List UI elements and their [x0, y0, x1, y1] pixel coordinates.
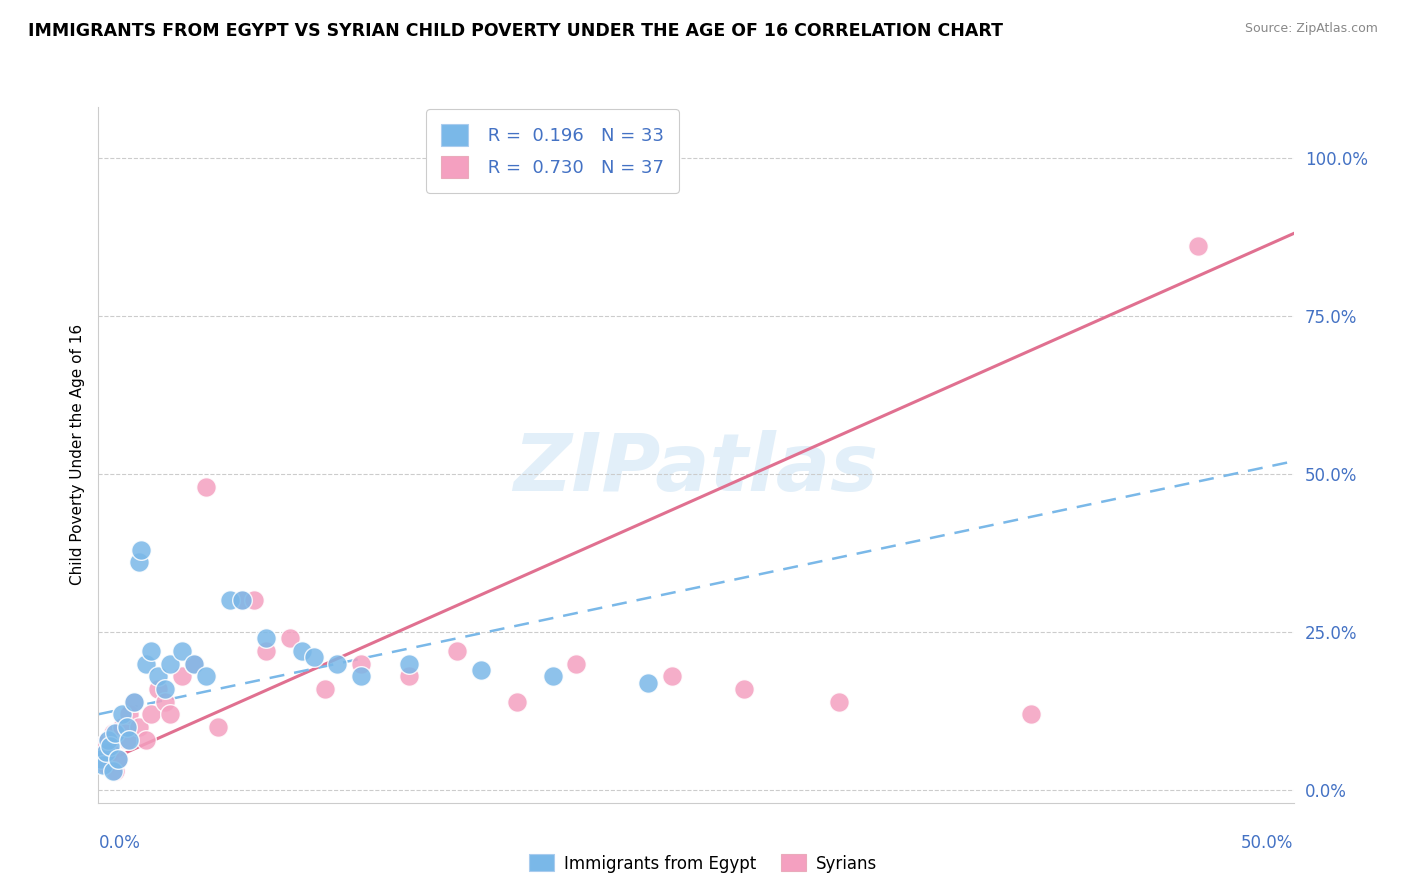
- Point: [128, 720, 150, 734]
- Text: 0.0%: 0.0%: [98, 834, 141, 852]
- Point: [207, 720, 229, 734]
- Point: [254, 632, 277, 646]
- Point: [107, 751, 129, 765]
- Point: [243, 593, 266, 607]
- Point: [398, 657, 420, 671]
- Point: [541, 669, 564, 683]
- Point: [398, 669, 420, 683]
- Point: [111, 720, 134, 734]
- Point: [101, 764, 124, 779]
- Point: [446, 644, 468, 658]
- Point: [350, 669, 373, 683]
- Point: [172, 644, 194, 658]
- Point: [101, 726, 124, 740]
- Point: [155, 681, 177, 696]
- Point: [91, 757, 114, 772]
- Point: [350, 657, 373, 671]
- Point: [97, 732, 120, 747]
- Point: [115, 720, 138, 734]
- Point: [90, 751, 112, 765]
- Point: [131, 542, 153, 557]
- Point: [326, 657, 349, 671]
- Point: [302, 650, 325, 665]
- Point: [1019, 707, 1042, 722]
- Point: [94, 745, 117, 759]
- Text: ZIPatlas: ZIPatlas: [513, 430, 879, 508]
- Point: [172, 669, 194, 683]
- Point: [278, 632, 301, 646]
- Point: [98, 739, 122, 753]
- Point: [135, 657, 157, 671]
- Point: [828, 695, 851, 709]
- Point: [104, 726, 127, 740]
- Point: [219, 593, 242, 607]
- Point: [183, 657, 205, 671]
- Point: [118, 707, 141, 722]
- Point: [159, 657, 181, 671]
- Point: [637, 675, 659, 690]
- Point: [254, 644, 277, 658]
- Point: [135, 732, 157, 747]
- Point: [124, 695, 146, 709]
- Point: [91, 751, 114, 765]
- Point: [118, 732, 141, 747]
- Point: [231, 593, 253, 607]
- Point: [98, 745, 122, 759]
- Point: [97, 732, 120, 747]
- Point: [128, 556, 150, 570]
- Point: [104, 764, 127, 779]
- Point: [506, 695, 529, 709]
- Text: IMMIGRANTS FROM EGYPT VS SYRIAN CHILD POVERTY UNDER THE AGE OF 16 CORRELATION CH: IMMIGRANTS FROM EGYPT VS SYRIAN CHILD PO…: [28, 22, 1002, 40]
- Y-axis label: Child Poverty Under the Age of 16: Child Poverty Under the Age of 16: [69, 325, 84, 585]
- Point: [565, 657, 588, 671]
- Point: [155, 695, 177, 709]
- Point: [159, 707, 181, 722]
- Text: Source: ZipAtlas.com: Source: ZipAtlas.com: [1244, 22, 1378, 36]
- Point: [115, 732, 138, 747]
- Point: [111, 707, 134, 722]
- Point: [148, 669, 170, 683]
- Point: [90, 739, 112, 753]
- Point: [290, 644, 312, 658]
- Point: [194, 669, 217, 683]
- Legend:  R =  0.196   N = 33,  R =  0.730   N = 37: R = 0.196 N = 33, R = 0.730 N = 37: [426, 109, 679, 193]
- Point: [231, 593, 253, 607]
- Point: [183, 657, 205, 671]
- Point: [470, 663, 492, 677]
- Point: [94, 757, 117, 772]
- Point: [107, 751, 129, 765]
- Point: [139, 644, 162, 658]
- Point: [194, 479, 217, 493]
- Point: [661, 669, 683, 683]
- Legend: Immigrants from Egypt, Syrians: Immigrants from Egypt, Syrians: [522, 847, 884, 880]
- Point: [1187, 239, 1209, 253]
- Point: [733, 681, 755, 696]
- Point: [124, 695, 146, 709]
- Point: [148, 681, 170, 696]
- Point: [315, 681, 337, 696]
- Text: 50.0%: 50.0%: [1241, 834, 1294, 852]
- Point: [139, 707, 162, 722]
